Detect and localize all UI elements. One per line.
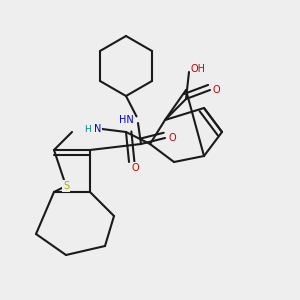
- Text: O: O: [212, 85, 220, 95]
- Text: HN: HN: [118, 115, 134, 125]
- Text: OH: OH: [190, 64, 206, 74]
- Text: N: N: [94, 124, 101, 134]
- Text: H: H: [84, 124, 90, 134]
- Text: S: S: [63, 181, 69, 191]
- Text: O: O: [131, 163, 139, 173]
- Text: O: O: [169, 133, 176, 143]
